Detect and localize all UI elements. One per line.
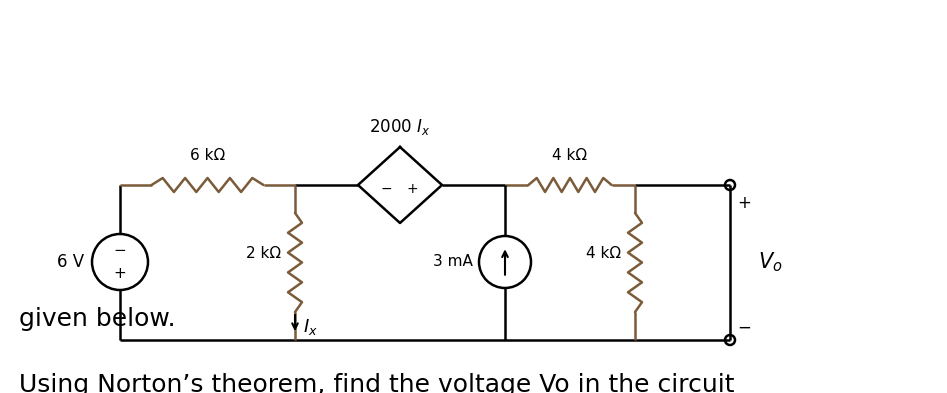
- Text: 6 V: 6 V: [57, 253, 84, 271]
- Text: given below.: given below.: [19, 307, 175, 331]
- Text: $2000\ I_x$: $2000\ I_x$: [369, 117, 431, 137]
- Text: $I_x$: $I_x$: [303, 317, 318, 337]
- Text: +: +: [114, 266, 126, 281]
- Text: 3 mA: 3 mA: [433, 255, 473, 270]
- Text: 4 kΩ: 4 kΩ: [552, 148, 587, 163]
- Text: 2 kΩ: 2 kΩ: [246, 246, 281, 261]
- Text: 4 kΩ: 4 kΩ: [586, 246, 621, 261]
- Text: −: −: [737, 319, 751, 337]
- Text: 6 kΩ: 6 kΩ: [190, 148, 225, 163]
- Text: −: −: [380, 182, 392, 196]
- Text: −: −: [114, 243, 126, 258]
- Text: $V_o$: $V_o$: [758, 250, 782, 274]
- Text: +: +: [737, 194, 751, 212]
- Text: Using Norton’s theorem, find the voltage Vo in the circuit: Using Norton’s theorem, find the voltage…: [19, 373, 735, 393]
- Text: +: +: [406, 182, 418, 196]
